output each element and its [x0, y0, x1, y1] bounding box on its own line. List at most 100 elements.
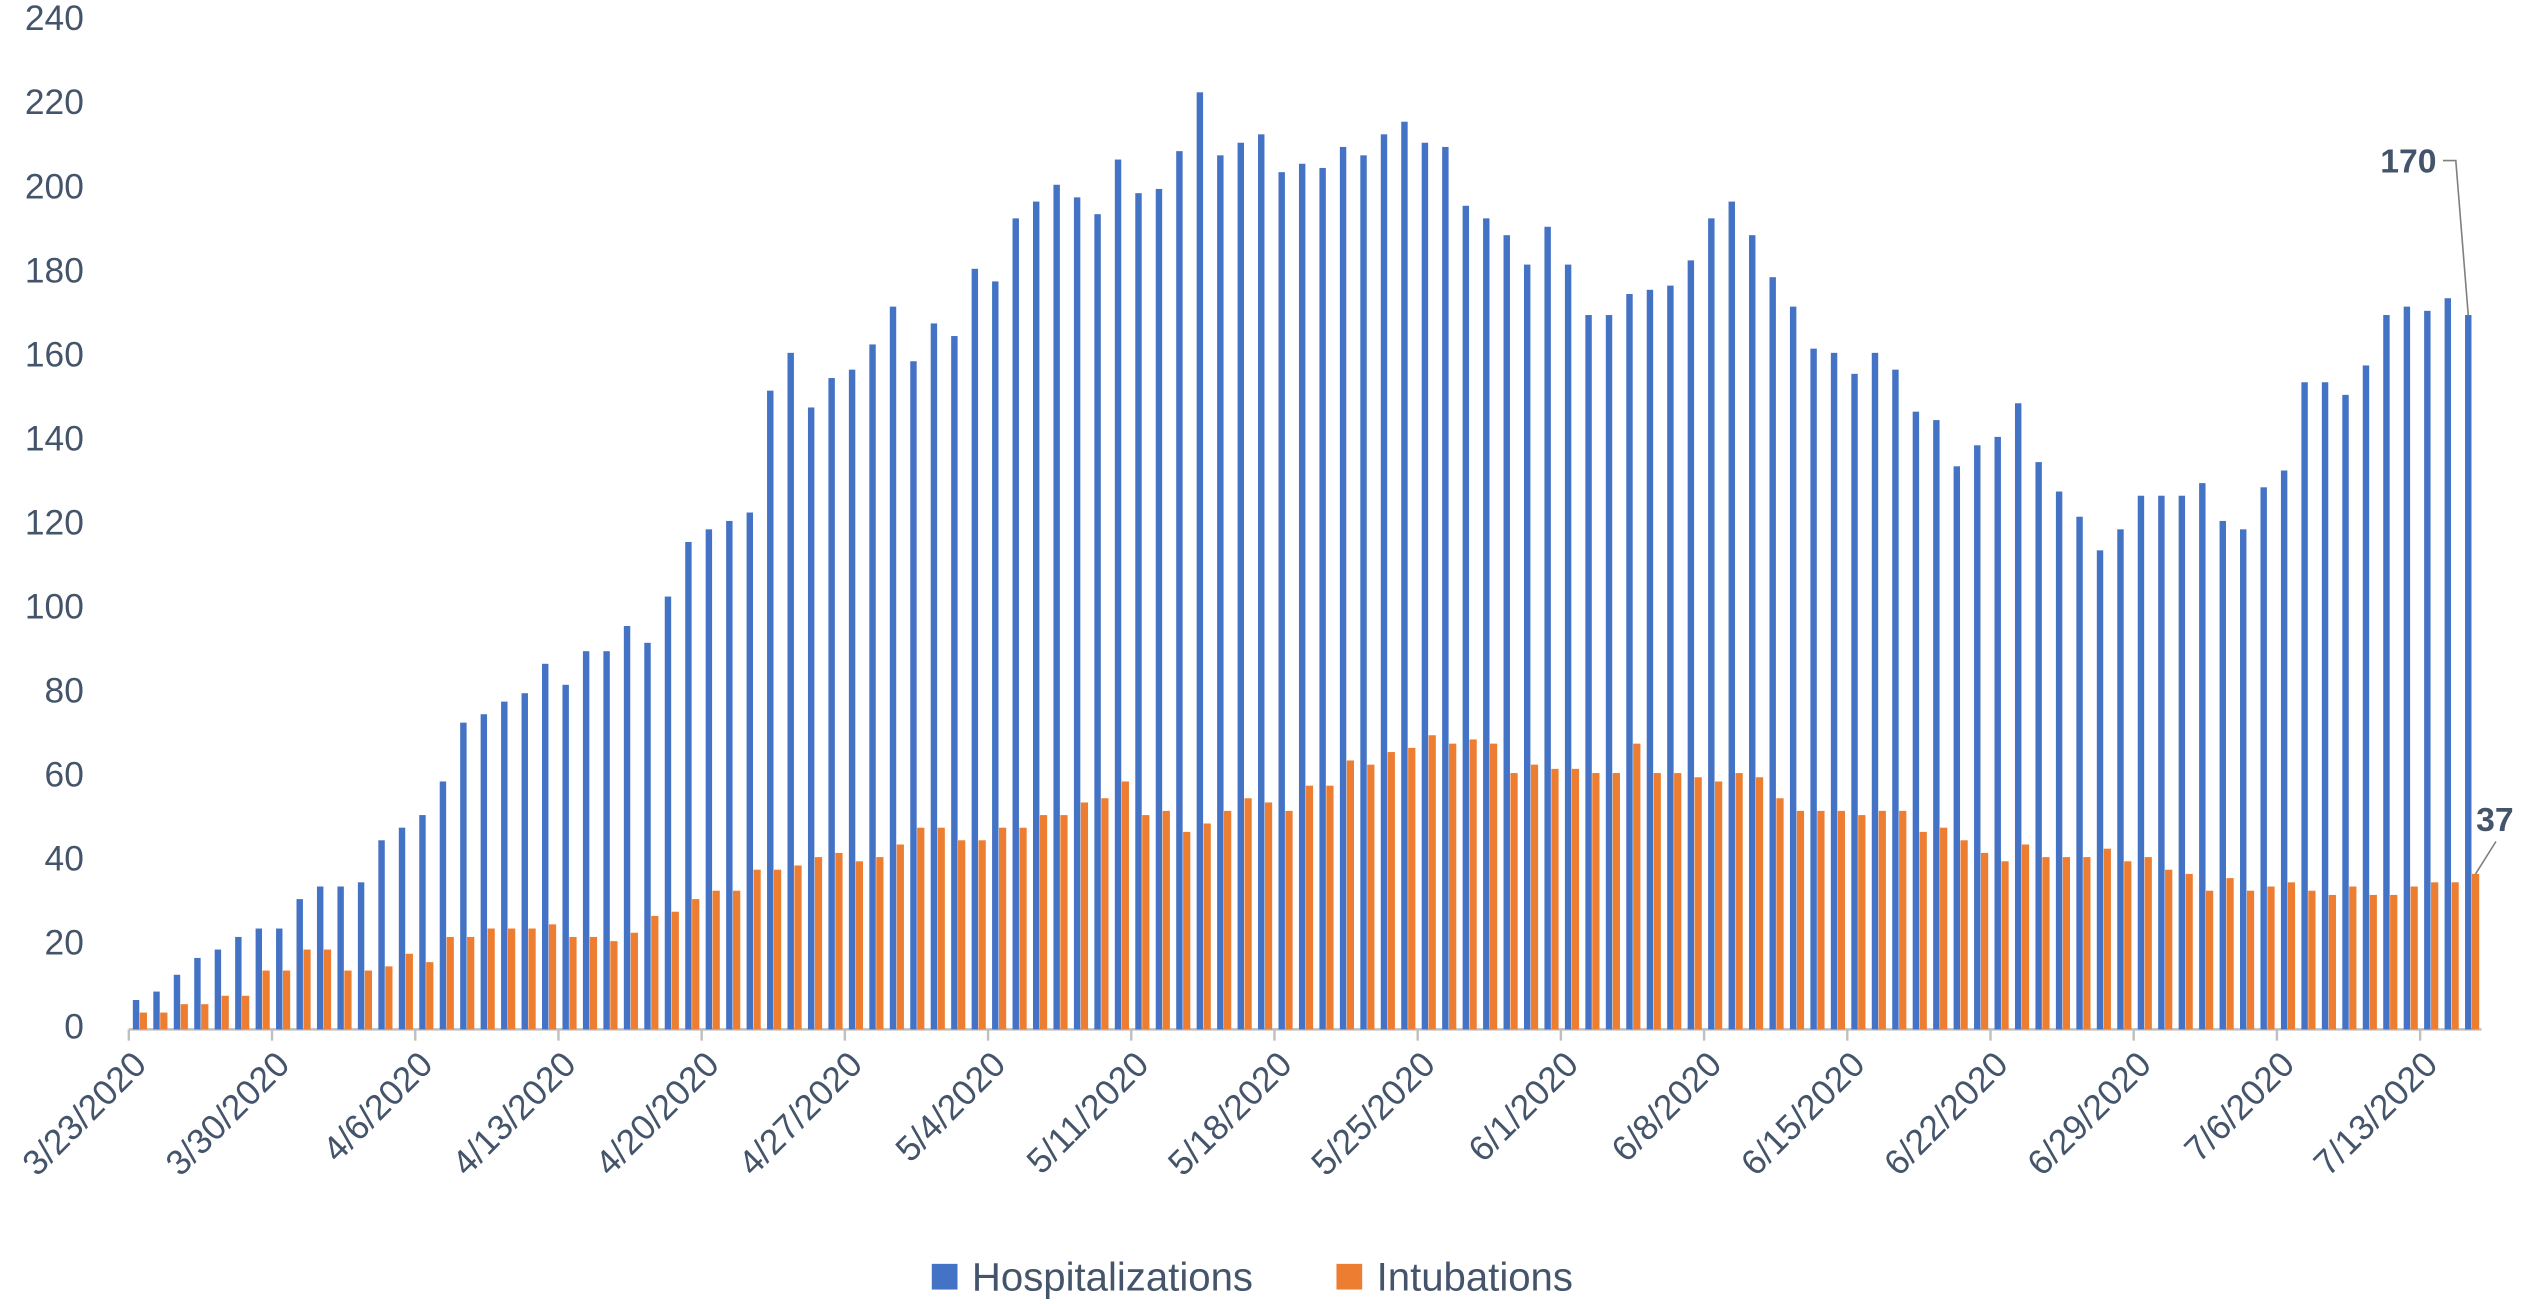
- bar: [2206, 890, 2214, 1030]
- bar: [160, 1012, 168, 1030]
- bar: [1039, 815, 1048, 1030]
- bar: [1646, 289, 1654, 1030]
- bar: [521, 693, 528, 1030]
- bar: [446, 936, 454, 1030]
- bar: [671, 911, 679, 1030]
- bar: [1135, 193, 1142, 1030]
- bar: [296, 899, 303, 1030]
- leader-line: [2442, 159, 2470, 316]
- x-tick-label: 5/18/2020: [1161, 1045, 1300, 1184]
- bar: [2349, 886, 2357, 1030]
- bar: [1360, 155, 1367, 1030]
- bar: [2321, 382, 2329, 1030]
- bar: [1401, 121, 1408, 1030]
- bar: [2158, 495, 2165, 1030]
- bar: [910, 361, 917, 1030]
- bar: [835, 852, 843, 1030]
- bar: [2390, 894, 2398, 1030]
- bar: [958, 840, 966, 1030]
- bar: [1183, 831, 1191, 1030]
- bar: [1564, 264, 1572, 1030]
- bar: [2287, 882, 2296, 1030]
- bar: [1346, 760, 1354, 1030]
- bar: [937, 827, 945, 1030]
- bar: [1080, 802, 1089, 1030]
- x-tick-label: 5/4/2020: [888, 1045, 1013, 1170]
- bar: [1489, 743, 1498, 1030]
- bar: [705, 529, 713, 1030]
- y-tick-label: 80: [45, 672, 84, 711]
- bar: [2042, 857, 2050, 1030]
- y-tick-label: 0: [64, 1008, 84, 1047]
- bar: [712, 890, 720, 1030]
- bar: [2199, 483, 2206, 1030]
- bar: [1319, 167, 1326, 1030]
- bar: [1735, 773, 1743, 1030]
- legend-label: Hospitalizations: [972, 1255, 1253, 1300]
- leader-line: [2474, 841, 2497, 875]
- bar: [828, 378, 835, 1030]
- bar: [2001, 861, 2009, 1030]
- bar: [2055, 491, 2063, 1030]
- bar: [1428, 735, 1436, 1030]
- bar: [1387, 752, 1395, 1030]
- bar: [2444, 298, 2452, 1030]
- bar: [1667, 285, 1674, 1030]
- bar: [773, 869, 782, 1030]
- bar: [323, 949, 332, 1030]
- bar: [2076, 516, 2083, 1030]
- bar: [1571, 768, 1580, 1030]
- bar: [1339, 146, 1347, 1030]
- bar: [1810, 348, 1817, 1030]
- y-tick-label: 60: [45, 756, 84, 795]
- bar: [194, 957, 201, 1030]
- bar: [794, 865, 802, 1030]
- bar: [767, 390, 774, 1030]
- bar: [1708, 218, 1715, 1030]
- bar: [1510, 773, 1518, 1030]
- bar: [1121, 781, 1129, 1030]
- x-tick-label: 6/1/2020: [1461, 1045, 1586, 1170]
- bar: [2328, 894, 2336, 1030]
- bar: [2117, 529, 2124, 1030]
- bar: [1012, 218, 1019, 1030]
- bar: [357, 882, 365, 1030]
- bar: [1162, 810, 1170, 1030]
- bar: [753, 869, 761, 1030]
- bar: [876, 857, 884, 1030]
- bar: [930, 323, 938, 1030]
- bar: [2301, 382, 2308, 1030]
- bar: [610, 941, 618, 1030]
- bar: [221, 995, 229, 1030]
- bar: [398, 827, 406, 1030]
- bar: [2362, 365, 2370, 1030]
- bar: [917, 827, 925, 1030]
- bar: [180, 1004, 188, 1030]
- bar: [1326, 785, 1334, 1030]
- bar: [2451, 882, 2459, 1030]
- bar: [2144, 857, 2152, 1030]
- bar: [1367, 764, 1375, 1030]
- bar: [262, 970, 270, 1030]
- bar: [2246, 890, 2255, 1030]
- bar: [1264, 802, 1273, 1030]
- bar: [528, 928, 536, 1030]
- bar: [1298, 163, 1306, 1030]
- bar: [1994, 436, 2001, 1030]
- bar: [1899, 810, 1907, 1030]
- bar: [2383, 315, 2390, 1030]
- bar: [1953, 466, 1961, 1030]
- bar: [971, 268, 979, 1030]
- bar: [2165, 869, 2173, 1030]
- bar: [1674, 773, 1682, 1030]
- bar: [1960, 840, 1968, 1030]
- bar: [2403, 306, 2411, 1030]
- bar: [651, 915, 659, 1030]
- bar: [2137, 495, 2145, 1030]
- bar: [582, 651, 590, 1030]
- bar: [1858, 815, 1866, 1030]
- bar: [1796, 810, 1805, 1030]
- bar: [2342, 394, 2349, 1030]
- bar: [1585, 315, 1592, 1030]
